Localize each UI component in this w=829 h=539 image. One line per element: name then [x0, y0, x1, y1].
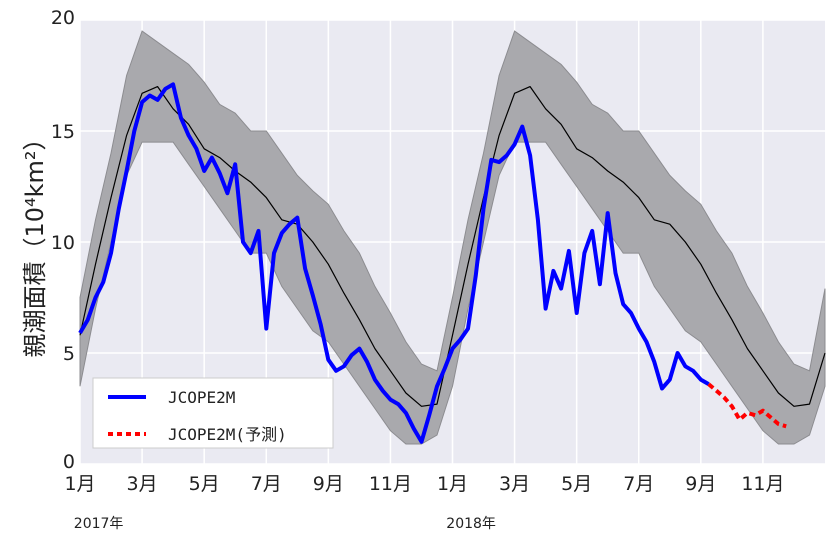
observed-line [78, 82, 710, 444]
x-tick-label: 5月 [561, 473, 592, 495]
year-label: 2018年 [446, 516, 496, 532]
y-tick-label: 5 [63, 343, 75, 365]
x-tick-label: 1月 [437, 473, 468, 495]
y-tick-labels: 0 5 10 15 20 [51, 7, 75, 473]
y-axis-label: 親潮面積（10⁴km²） [21, 126, 49, 357]
y-tick-label: 10 [51, 232, 75, 254]
mean-line [79, 85, 826, 407]
legend-box [92, 377, 334, 449]
y-tick-label: 15 [51, 121, 75, 143]
x-tick-label: 7月 [623, 473, 654, 495]
x-tick-label: 9月 [313, 473, 344, 495]
legend-observed-label: JCOPE2M [168, 388, 235, 407]
x-tick-labels: 1月 3月 5月 7月 9月 11月 1月 3月 5月 7月 9月 11月 [64, 473, 784, 495]
legend: JCOPE2M JCOPE2M(予測) [92, 377, 334, 449]
year-label: 2017年 [74, 516, 124, 532]
y-tick-label: 20 [51, 7, 75, 29]
range-band [79, 30, 826, 445]
x-tick-label: 3月 [499, 473, 530, 495]
series-lines [78, 82, 826, 444]
year-labels: 2017年 2018年 [74, 516, 496, 532]
y-tick-label: 0 [63, 451, 75, 473]
x-tick-label: 11月 [369, 473, 412, 495]
x-tick-label: 5月 [189, 473, 220, 495]
x-tick-label: 11月 [741, 473, 784, 495]
legend-forecast-label: JCOPE2M(予測) [168, 425, 287, 444]
x-tick-label: 1月 [64, 473, 95, 495]
x-tick-label: 9月 [685, 473, 716, 495]
x-tick-label: 3月 [127, 473, 158, 495]
x-tick-label: 7月 [251, 473, 282, 495]
band-area [79, 30, 826, 445]
